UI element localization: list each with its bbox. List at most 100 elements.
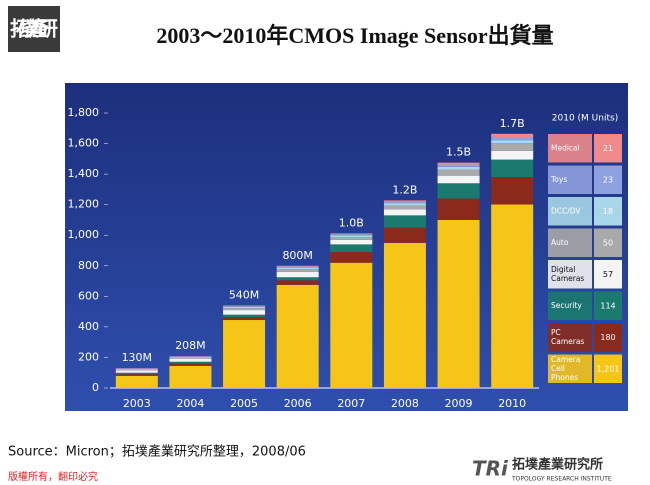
bar-segment (115, 369, 158, 371)
bar-segment (115, 372, 158, 375)
total-label: 1.0B (339, 216, 364, 229)
total-label: 1.2B (392, 183, 417, 196)
bar-segment (223, 320, 266, 388)
y-tick-label: 1,600 (68, 137, 100, 150)
bar-segment (223, 306, 266, 308)
institute-en: TOPOLOGY RESEARCH INSTITUTE (511, 476, 612, 483)
bar-segment (437, 198, 480, 220)
x-tick-label: 2008 (391, 397, 419, 410)
bar-segment (169, 358, 212, 362)
legend-label: Medical (551, 143, 580, 152)
bar-segment (437, 169, 480, 176)
y-tick-label: 200 (78, 350, 99, 363)
source: Source：Micron；拓墣產業研究所整理，2008/06 (8, 444, 306, 460)
x-tick-label: 2006 (284, 397, 312, 410)
bar-segment (491, 177, 534, 205)
y-tick-label: 400 (78, 320, 99, 333)
legend-label: Digital Cameras (551, 265, 584, 283)
bar-segment (223, 310, 266, 315)
bar-segment (383, 201, 426, 204)
legend-value-cell (594, 354, 622, 383)
y-tick-label: 1,200 (68, 198, 100, 211)
bar-segment (383, 242, 426, 388)
logo: 拓墣產研 (10, 17, 58, 41)
legend-value-cell (594, 165, 622, 194)
x-tick-label: 2003 (123, 397, 151, 410)
legend-value: 18 (603, 207, 613, 216)
legend-value-cell (594, 228, 622, 257)
legend-name-cell (548, 260, 592, 289)
legend-name-cell (548, 165, 592, 194)
x-tick-label: 2009 (445, 397, 473, 410)
bar-segment (437, 175, 480, 184)
bar-segment (276, 265, 319, 267)
bar-segment (276, 269, 319, 272)
total-label: 540M (229, 289, 260, 302)
bar-segment (437, 219, 480, 388)
bar-segment (491, 159, 534, 178)
y-tick-label: 1,800 (68, 106, 100, 119)
bar-segment (383, 200, 426, 202)
legend-label: DCC/DV (551, 206, 581, 215)
bar-segment (330, 237, 373, 240)
bar-segment (276, 271, 319, 278)
bar-segment (491, 136, 534, 141)
legend-value: 21 (603, 144, 613, 153)
y-tick-label: 600 (78, 289, 99, 302)
brand: TRi (472, 457, 509, 481)
total-label: 1.7B (500, 117, 525, 130)
bar-segment (276, 266, 319, 268)
legend-name-cell (548, 354, 592, 383)
bar-segment (169, 365, 212, 388)
bar-segment (437, 166, 480, 170)
bar-segment (491, 143, 534, 151)
logo-box (8, 6, 60, 52)
bar-segment (169, 356, 212, 358)
legend-label: Toys (550, 175, 567, 184)
bar-segment (383, 227, 426, 243)
bar-segment (437, 164, 480, 167)
bar-segment (330, 252, 373, 263)
legend-title: 2010 (M Units) (552, 114, 618, 124)
bar-segment (330, 233, 373, 235)
legend-value: 50 (603, 238, 613, 247)
bar-segment (330, 235, 373, 238)
x-tick-label: 2005 (230, 397, 258, 410)
legend-name-cell (548, 197, 592, 226)
legend-name-cell (548, 228, 592, 257)
total-label: 208M (175, 339, 206, 352)
y-tick-label: 1,400 (68, 167, 100, 180)
legend-value: 180 (600, 333, 615, 342)
legend-value-cell (594, 260, 622, 289)
bar-segment (223, 308, 266, 311)
bar-segment (491, 150, 534, 160)
legend-value-cell (594, 197, 622, 226)
bar-segment (491, 204, 534, 388)
legend-value-cell (594, 323, 622, 352)
bar-segment (115, 370, 158, 373)
bar-segment (437, 183, 480, 199)
x-tick-label: 2010 (498, 397, 526, 410)
bar-segment (437, 162, 480, 165)
legend-value: 114 (600, 301, 615, 310)
legend-label: Camera Cell Phones (551, 355, 580, 382)
bar-segment (330, 262, 373, 388)
legend-value-cell (594, 134, 622, 163)
total-label: 130M (122, 351, 153, 364)
bar-segment (276, 280, 319, 285)
institute: 拓墣產業研究所 (512, 457, 603, 473)
legend-value: 57 (603, 270, 613, 279)
bar-segment (115, 368, 158, 370)
bar-segment (169, 363, 212, 366)
title: 2003～2010年CMOS Image Sensor出貨量 (156, 23, 553, 48)
bar-segment (169, 357, 212, 359)
legend-label: PC Cameras (551, 328, 584, 346)
legend-name-cell (548, 134, 592, 163)
bar-segment (276, 284, 319, 388)
bar-segment (330, 239, 373, 245)
bar-segment (276, 267, 319, 270)
x-tick-label: 2004 (176, 397, 204, 410)
bar-segment (383, 203, 426, 206)
total-label: 800M (282, 249, 313, 262)
bar-segment (383, 205, 426, 210)
